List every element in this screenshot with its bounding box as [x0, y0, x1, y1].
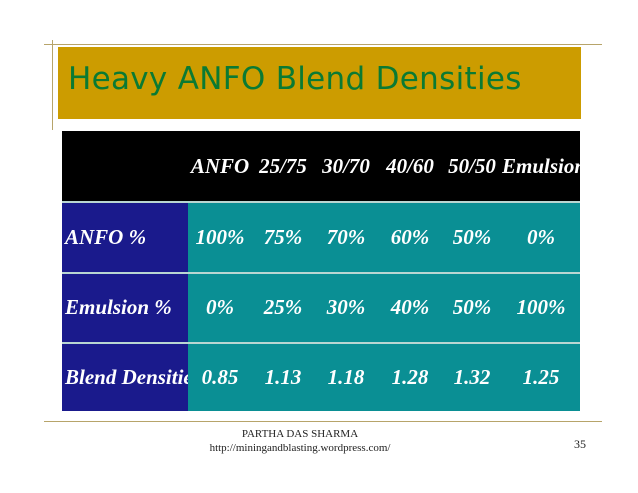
table-cell: 60%	[378, 201, 442, 273]
header-cell-corner	[62, 131, 188, 202]
table-cell: 1.18	[314, 342, 378, 411]
row-label: Emulsion %	[62, 271, 188, 344]
table-cell: 0%	[502, 201, 580, 273]
table-container: ANFO 25/75 30/70 40/60 50/50 Emulsion AN…	[62, 131, 580, 411]
decorative-bottom-line	[44, 421, 602, 422]
header-cell-anfo: ANFO	[188, 131, 252, 202]
table-cell: 0.85	[188, 342, 252, 411]
table-row-anfo-percent: ANFO % 100% 75% 70% 60% 50% 0%	[62, 201, 580, 273]
table-cell: 50%	[442, 271, 502, 344]
table-cell: 100%	[502, 271, 580, 344]
title-bar: Heavy ANFO Blend Densities	[58, 47, 581, 119]
table-cell: 1.25	[502, 342, 580, 411]
density-table: ANFO 25/75 30/70 40/60 50/50 Emulsion AN…	[62, 131, 580, 411]
footer-url: http://miningandblasting.wordpress.com/	[209, 442, 391, 454]
decorative-top-line	[44, 44, 602, 45]
header-cell-25-75: 25/75	[252, 131, 314, 202]
slide-title: Heavy ANFO Blend Densities	[68, 61, 522, 97]
header-cell-emulsion: Emulsion	[502, 131, 580, 202]
table-cell: 50%	[442, 201, 502, 273]
decorative-left-line	[52, 40, 53, 130]
row-label: ANFO %	[62, 201, 188, 273]
page-number: 35	[574, 437, 586, 451]
table-cell: 100%	[188, 201, 252, 273]
table-cell: 1.13	[252, 342, 314, 411]
table-cell: 1.28	[378, 342, 442, 411]
header-cell-40-60: 40/60	[378, 131, 442, 202]
header-cell-30-70: 30/70	[314, 131, 378, 202]
table-cell: 70%	[314, 201, 378, 273]
table-cell: 0%	[188, 271, 252, 344]
table-cell: 25%	[252, 271, 314, 344]
table-cell: 30%	[314, 271, 378, 344]
table-header-row: ANFO 25/75 30/70 40/60 50/50 Emulsion	[62, 131, 580, 202]
table-cell: 75%	[252, 201, 314, 273]
table-row-blend-densities: Blend Densities 0.85 1.13 1.18 1.28 1.32…	[62, 342, 580, 411]
table-cell: 40%	[378, 271, 442, 344]
footer-author: PARTHA DAS SHARMA	[241, 428, 359, 440]
header-cell-50-50: 50/50	[442, 131, 502, 202]
table-cell: 1.32	[442, 342, 502, 411]
row-label: Blend Densities	[62, 342, 188, 411]
table-row-emulsion-percent: Emulsion % 0% 25% 30% 40% 50% 100%	[62, 271, 580, 344]
